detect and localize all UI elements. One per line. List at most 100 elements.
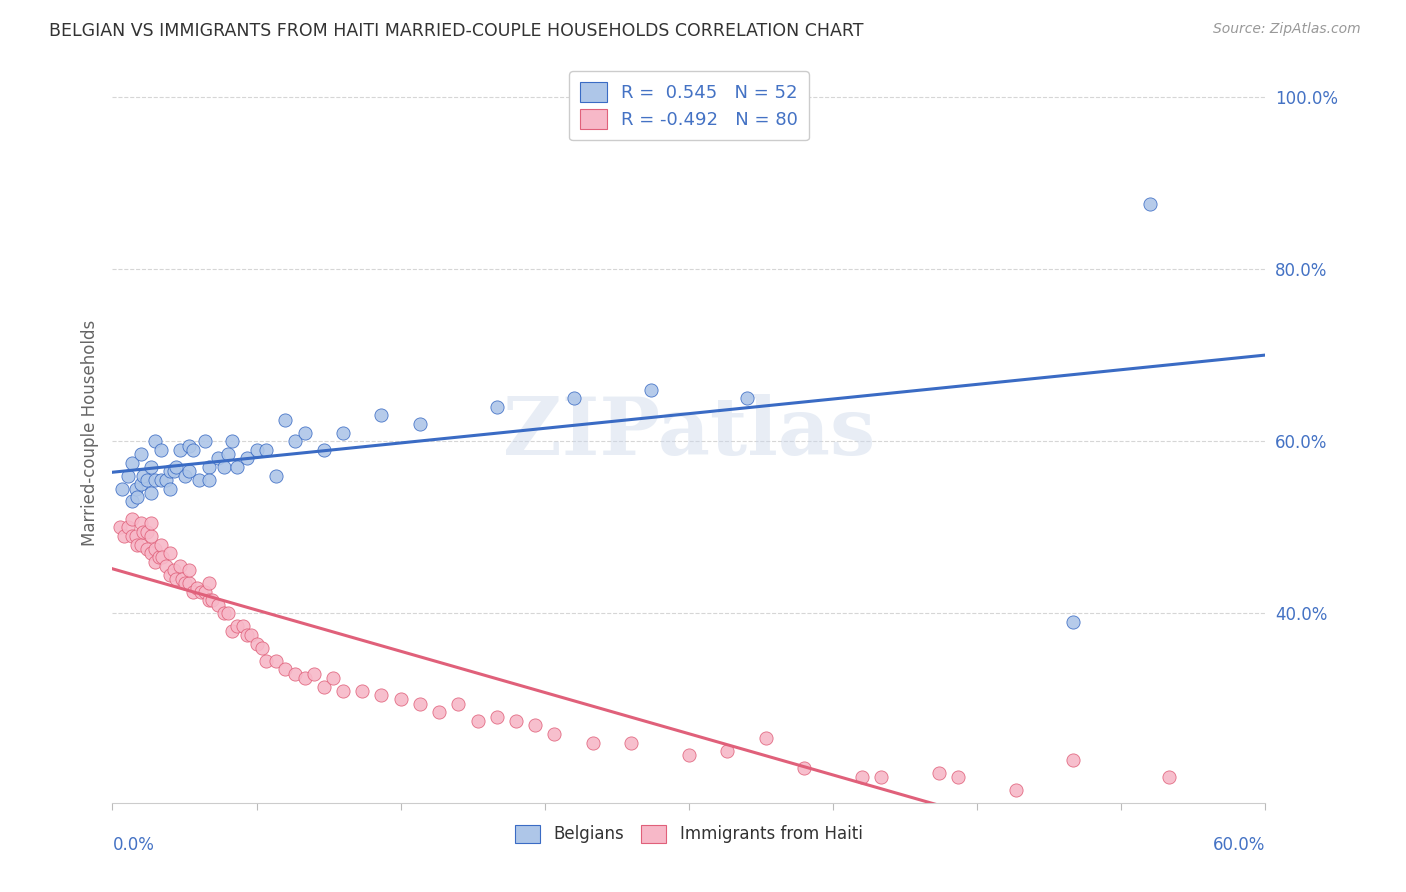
Point [117,520,139,534]
Point [129,447,153,461]
Point [467,714,489,728]
Point [197,576,219,591]
Point [143,555,166,569]
Point [127,490,149,504]
Point [409,697,432,711]
Point [793,761,815,775]
Point [212,607,235,621]
Point [207,451,229,466]
Point [304,666,326,681]
Point [239,628,262,642]
Point [294,671,316,685]
Point [294,425,316,440]
Text: BELGIAN VS IMMIGRANTS FROM HAITI MARRIED-COUPLE HOUSEHOLDS CORRELATION CHART: BELGIAN VS IMMIGRANTS FROM HAITI MARRIED… [49,22,863,40]
Point [217,447,239,461]
Point [1004,783,1026,797]
Point [197,593,219,607]
Text: 60.0%: 60.0% [1213,836,1265,855]
Point [620,735,643,749]
Point [132,468,155,483]
Point [322,671,344,685]
Point [121,494,143,508]
Point [870,770,893,784]
Point [170,572,193,586]
Point [174,576,197,591]
Point [174,468,197,483]
Point [159,567,181,582]
Point [1062,615,1084,629]
Point [136,524,159,539]
Point [190,585,212,599]
Point [716,744,738,758]
Point [129,537,153,551]
Point [197,460,219,475]
Point [264,654,287,668]
Point [207,598,229,612]
Point [221,624,243,638]
Point [143,473,166,487]
Point [447,697,470,711]
Point [252,640,274,655]
Point [217,607,239,621]
Point [129,516,153,530]
Point [1159,770,1181,784]
Point [524,718,547,732]
Point [165,460,187,475]
Point [226,619,249,633]
Point [181,442,204,457]
Point [155,473,177,487]
Text: ZIPatlas: ZIPatlas [503,393,875,472]
Point [582,735,605,749]
Point [179,438,201,452]
Point [179,464,201,478]
Point [370,409,392,423]
Point [139,546,162,560]
Point [201,593,224,607]
Point [129,477,153,491]
Point [179,576,201,591]
Point [165,572,187,586]
Point [159,482,181,496]
Point [236,628,259,642]
Point [163,464,186,478]
Point [212,460,235,475]
Point [735,391,758,405]
Point [928,765,950,780]
Point [640,383,662,397]
Legend: Belgians, Immigrants from Haiti: Belgians, Immigrants from Haiti [509,818,869,850]
Point [332,684,354,698]
Point [169,442,191,457]
Point [155,559,177,574]
Text: Source: ZipAtlas.com: Source: ZipAtlas.com [1213,22,1361,37]
Point [121,512,143,526]
Point [194,585,217,599]
Point [149,537,172,551]
Point [370,688,392,702]
Point [169,559,191,574]
Point [505,714,527,728]
Point [946,770,969,784]
Point [254,442,277,457]
Point [284,434,307,449]
Point [139,516,162,530]
Point [562,391,585,405]
Point [121,456,143,470]
Point [427,706,450,720]
Point [226,460,249,475]
Point [181,585,204,599]
Point [274,413,297,427]
Point [232,619,254,633]
Point [149,473,172,487]
Point [124,482,146,496]
Point [148,550,170,565]
Point [678,748,700,763]
Point [312,680,335,694]
Point [543,727,565,741]
Point [149,442,172,457]
Point [132,524,155,539]
Point [136,541,159,556]
Point [121,529,143,543]
Point [117,468,139,483]
Point [143,541,166,556]
Point [197,473,219,487]
